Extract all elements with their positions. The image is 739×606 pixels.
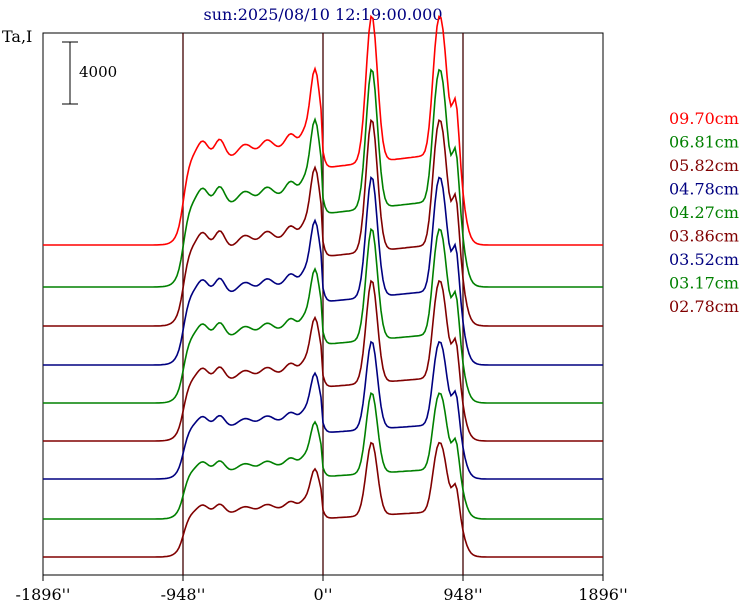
y-axis-label: Ta,I xyxy=(2,27,32,46)
x-tick-label: 948'' xyxy=(443,585,482,604)
legend-item: 04.78cm xyxy=(669,180,739,199)
legend-item: 05.82cm xyxy=(669,156,739,175)
trace-03.86cm xyxy=(43,279,603,442)
trace-06.81cm xyxy=(43,68,603,288)
legend-item: 03.17cm xyxy=(669,274,739,293)
chart-title: sun:2025/08/10 12:19:00.000 xyxy=(204,5,443,24)
trace-04.78cm xyxy=(43,176,603,366)
spectra-traces xyxy=(43,14,603,558)
legend-item: 09.70cm xyxy=(669,109,739,128)
x-tick-label: 1896'' xyxy=(578,585,628,604)
legend-item: 03.86cm xyxy=(669,227,739,246)
legend-item: 06.81cm xyxy=(669,133,739,152)
legend-item: 03.52cm xyxy=(669,250,739,269)
x-tick-label: -948'' xyxy=(161,585,206,604)
trace-05.82cm xyxy=(43,118,603,327)
trace-03.17cm xyxy=(43,392,603,520)
trace-02.78cm xyxy=(43,441,603,558)
legend-item: 04.27cm xyxy=(669,203,739,222)
legend: 09.70cm 06.81cm 05.82cm 04.78cm 04.27cm 03.86… xyxy=(669,109,739,316)
x-axis-ticks: -1896'' -948'' 0'' 948'' 1896'' xyxy=(16,575,628,604)
trace-04.27cm xyxy=(43,227,603,404)
trace-03.52cm xyxy=(43,340,603,480)
legend-item: 02.78cm xyxy=(669,297,739,316)
trace-09.70cm xyxy=(43,14,603,246)
x-tick-label: 0'' xyxy=(314,585,333,604)
scale-bar-label: 4000 xyxy=(79,63,117,81)
x-tick-label: -1896'' xyxy=(16,585,71,604)
vertical-reference-lines xyxy=(182,33,464,575)
scale-bar: 4000 xyxy=(62,41,117,105)
